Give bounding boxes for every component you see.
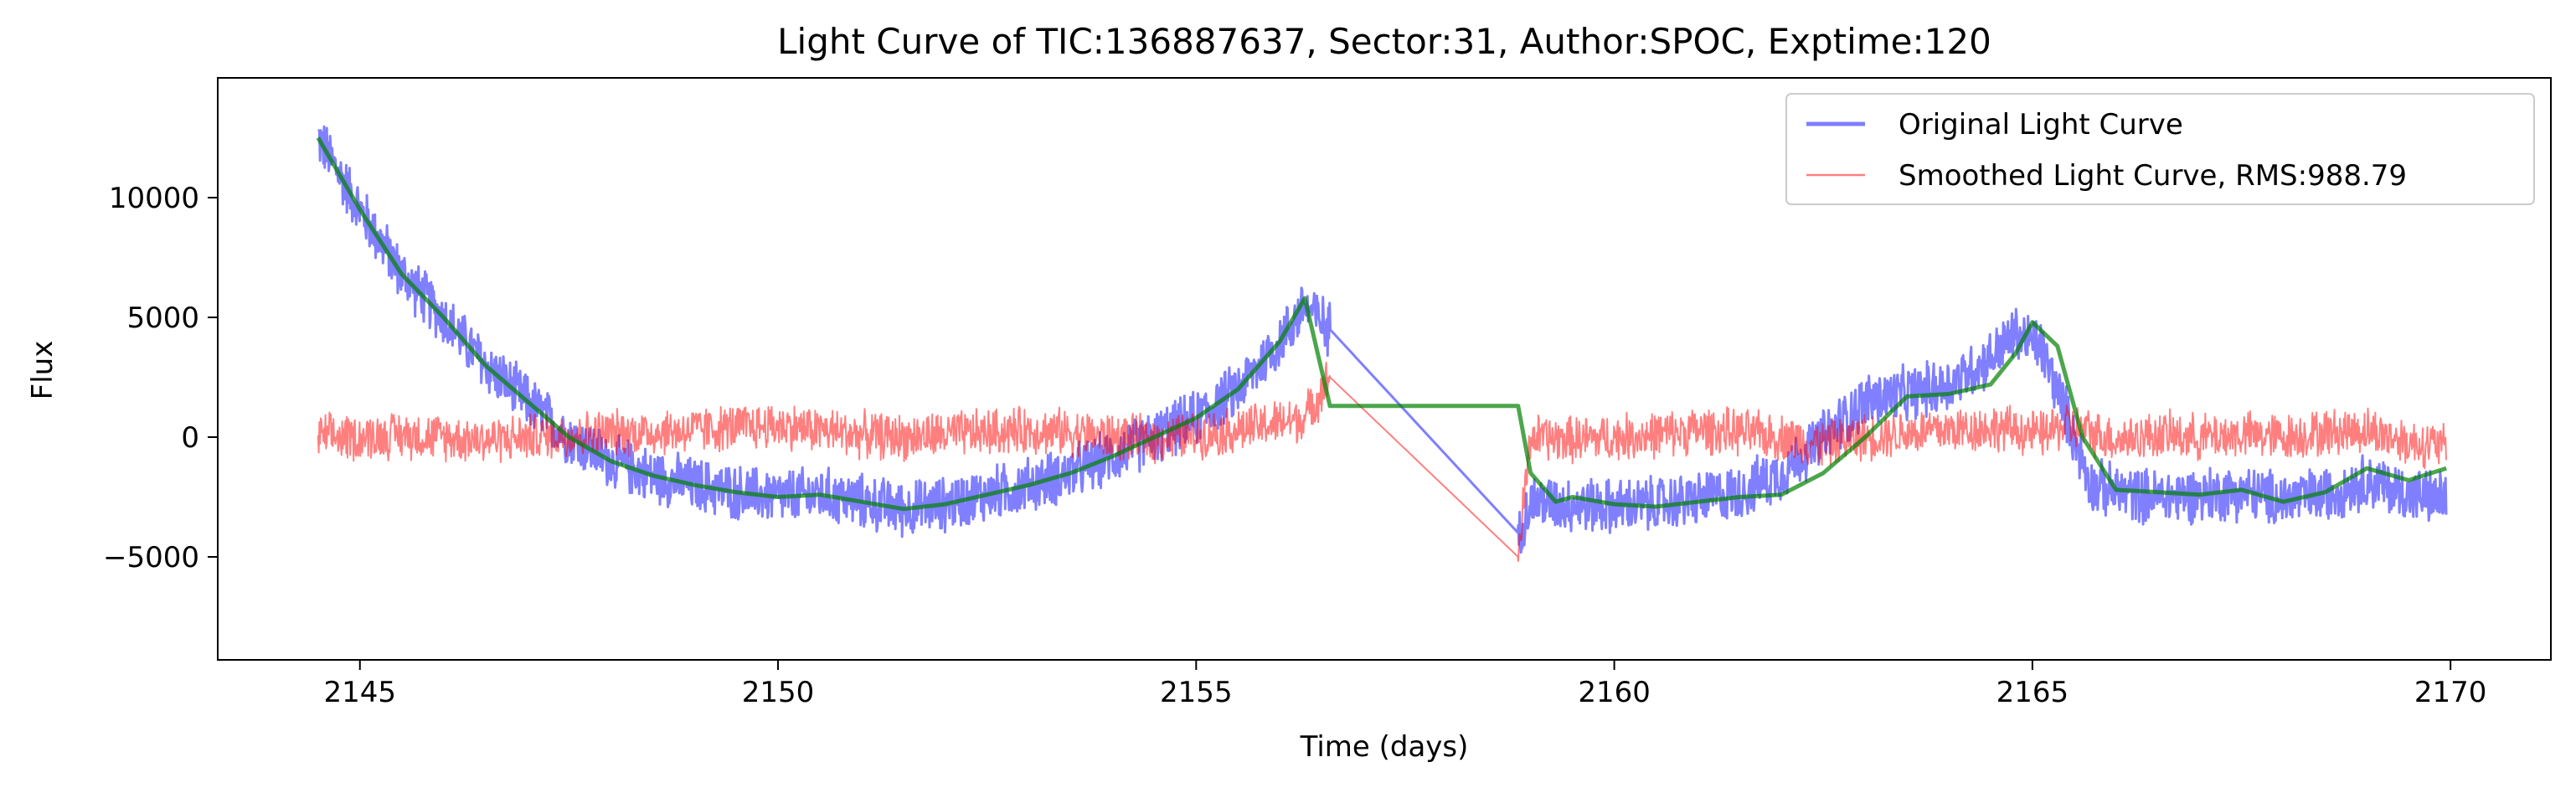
legend-box — [1785, 93, 2535, 205]
y-tick-label: −5000 — [103, 541, 199, 574]
x-tick-label: 2160 — [1578, 676, 1651, 709]
plot-frame — [217, 77, 2552, 661]
x-tick-label: 2145 — [323, 676, 396, 709]
x-axis-label: Time (days) — [1300, 730, 1469, 764]
y-axis: −5000 0 5000 10000 — [103, 182, 218, 574]
y-tick-label: 5000 — [126, 301, 199, 335]
x-tick-label: 2165 — [1996, 676, 2069, 709]
legend: Original Light Curve Smoothed Light Curv… — [1785, 93, 2535, 205]
x-tick-label: 2155 — [1160, 676, 1233, 709]
series-line-trend — [316, 136, 2447, 512]
y-tick-label: 0 — [181, 421, 199, 455]
chart-title: Light Curve of TIC:136887637, Sector:31,… — [777, 21, 1991, 62]
x-axis: 2145 2150 2155 2160 2165 2170 — [323, 660, 2486, 709]
x-tick-label: 2150 — [742, 676, 815, 709]
y-tick-label: 10000 — [109, 182, 199, 215]
y-axis-label: Flux — [26, 341, 59, 400]
x-tick-label: 2170 — [2414, 676, 2487, 709]
legend-label-smoothed: Smoothed Light Curve, RMS:988.79 — [1899, 159, 2407, 193]
series-line-smoothed — [317, 361, 2447, 562]
series-line-original — [317, 125, 2448, 554]
plot-series-group — [316, 125, 2448, 562]
legend-label-original: Original Light Curve — [1899, 108, 2183, 142]
